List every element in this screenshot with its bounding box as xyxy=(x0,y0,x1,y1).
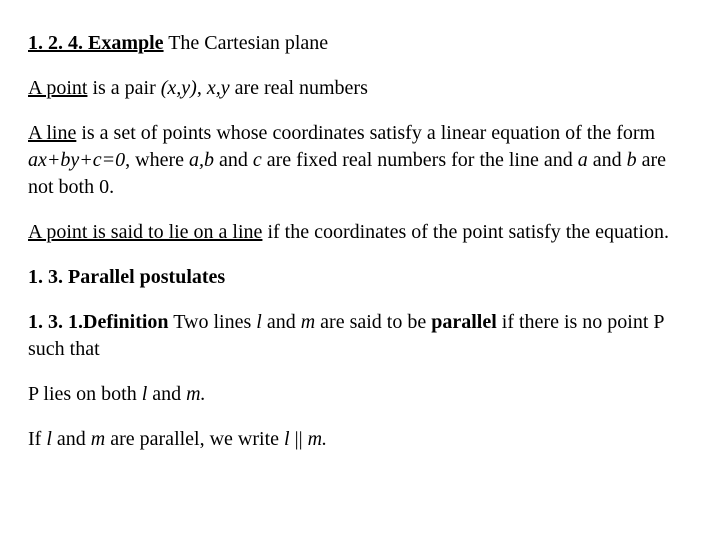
t: , where xyxy=(125,149,189,171)
t: l xyxy=(46,428,57,450)
example-title: The Cartesian plane xyxy=(164,32,329,54)
t: and xyxy=(57,428,91,450)
definition-label: 1. 3. 1.Definition xyxy=(28,311,169,333)
para-parallel-def: 1. 3. 1.Definition Two lines l and m are… xyxy=(28,309,692,363)
t: if the coordinates of the point satisfy … xyxy=(262,221,669,243)
t: , xyxy=(197,77,207,99)
para-line-def: A line is a set of points whose coordina… xyxy=(28,120,692,201)
t: x,y xyxy=(207,77,230,99)
para-p-lies: P lies on both l and m. xyxy=(28,381,692,408)
t: m xyxy=(91,428,105,450)
t: and xyxy=(214,149,253,171)
t: m. xyxy=(186,383,205,405)
para-point-def: A point is a pair (x,y), x,y are real nu… xyxy=(28,75,692,102)
t: Two lines xyxy=(169,311,257,333)
t: (x,y) xyxy=(161,77,197,99)
t: are said to be xyxy=(315,311,431,333)
t: b xyxy=(627,149,637,171)
t: are parallel, we write xyxy=(105,428,284,450)
point-heading: A point xyxy=(28,77,87,99)
line-heading: A line xyxy=(28,122,76,144)
para-point-on-line: A point is said to lie on a line if the … xyxy=(28,219,692,246)
t: is a set of points whose coordinates sat… xyxy=(76,122,655,144)
t: ax+by+c=0 xyxy=(28,149,125,171)
parallel-heading: 1. 3. Parallel postulates xyxy=(28,266,225,288)
example-label: 1. 2. 4. Example xyxy=(28,32,164,54)
para-parallel-heading: 1. 3. Parallel postulates xyxy=(28,264,692,291)
t: and xyxy=(588,149,627,171)
t: and xyxy=(262,311,301,333)
t: a,b xyxy=(189,149,214,171)
t: a xyxy=(578,149,588,171)
t: are fixed real numbers for the line and xyxy=(262,149,578,171)
para-example-title: 1. 2. 4. Example The Cartesian plane xyxy=(28,30,692,57)
t: are real numbers xyxy=(230,77,368,99)
para-parallel-notation: If l and m are parallel, we write l || m… xyxy=(28,426,692,453)
t: and xyxy=(147,383,186,405)
t: is a pair xyxy=(87,77,160,99)
t: || xyxy=(290,428,308,450)
t: m. xyxy=(308,428,327,450)
t: m xyxy=(301,311,315,333)
t: parallel xyxy=(431,311,497,333)
t: If xyxy=(28,428,46,450)
t: c xyxy=(253,149,262,171)
point-on-line-heading: A point is said to lie on a line xyxy=(28,221,262,243)
t: P lies on both xyxy=(28,383,142,405)
